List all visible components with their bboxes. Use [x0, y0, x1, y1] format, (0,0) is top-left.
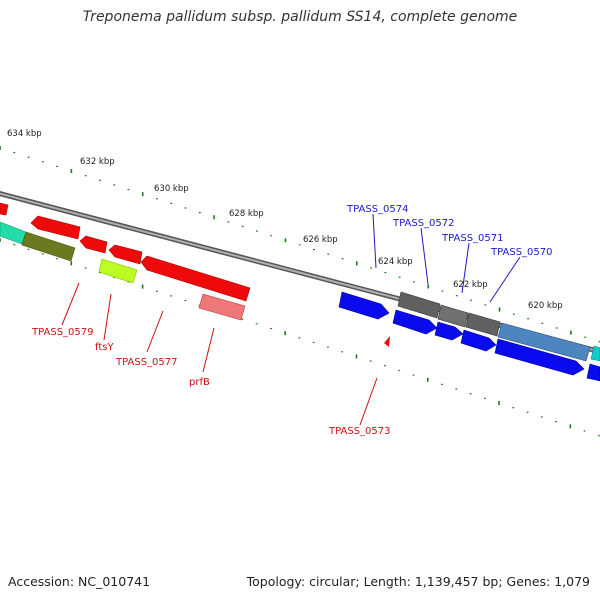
gene-label-tpass-0577: TPASS_0577 — [115, 357, 177, 368]
scale-ticks-outer — [0, 146, 600, 343]
gene-block-olive[interactable] — [21, 231, 76, 262]
gene-arrow-reverse[interactable] — [140, 255, 251, 302]
scale-label-620: 620 kbp — [528, 301, 563, 311]
gene-label-prfb: prfB — [189, 377, 210, 388]
scale-label-626: 626 kbp — [303, 235, 338, 245]
forward-strand-genes — [338, 291, 600, 382]
scale-label-630: 630 kbp — [154, 184, 189, 194]
gene-arrow-reverse[interactable] — [30, 215, 81, 240]
label-leader-lines — [61, 213, 521, 426]
gene-arrow-forward[interactable] — [338, 291, 390, 320]
scale-label-634: 634 kbp — [7, 129, 42, 139]
gene-marker-tpass-0573[interactable] — [384, 336, 390, 347]
gene-label-tpass-0574: TPASS_0574 — [346, 204, 408, 215]
gene-labels: TPASS_0579 ftsY TPASS_0577 prfB TPASS_05… — [31, 204, 552, 437]
gene-block-steelblue[interactable] — [497, 322, 591, 362]
gene-arrow-reverse[interactable] — [108, 244, 143, 265]
gene-block-grey[interactable] — [465, 312, 501, 337]
gene-label-tpass-0573: TPASS_0573 — [328, 426, 390, 437]
scale-ticks-inner — [0, 238, 600, 437]
gene-label-ftsy: ftsY — [95, 342, 114, 353]
scale-label-632: 632 kbp — [80, 157, 115, 167]
gene-label-tpass-0570: TPASS_0570 — [490, 247, 552, 258]
gene-label-tpass-0579: TPASS_0579 — [31, 327, 93, 338]
gene-arrow-forward[interactable] — [494, 338, 585, 376]
gene-block-grey[interactable] — [397, 291, 441, 319]
gene-arrow-forward[interactable] — [460, 329, 497, 352]
genome-title: Treponema pallidum subsp. pallidum SS14,… — [82, 9, 518, 25]
gene-arrow-forward[interactable] — [392, 309, 438, 335]
gene-label-tpass-0571: TPASS_0571 — [441, 233, 503, 244]
scale-label-628: 628 kbp — [229, 209, 264, 219]
accession-text: Accession: NC_010741 — [8, 574, 151, 589]
scale-labels: 634 kbp 632 kbp 630 kbp 628 kbp 626 kbp … — [7, 129, 563, 311]
gene-arrow-reverse[interactable] — [79, 235, 108, 254]
gene-arrow-reverse[interactable] — [0, 202, 9, 216]
scale-label-624: 624 kbp — [378, 257, 413, 267]
reverse-strand-genes — [0, 202, 251, 321]
gene-block-pink[interactable] — [198, 293, 246, 321]
gene-block-cyan[interactable] — [590, 345, 600, 362]
gene-block-grey[interactable] — [437, 304, 469, 328]
gene-block-teal[interactable] — [0, 221, 27, 245]
scale-label-622: 622 kbp — [453, 280, 488, 290]
gene-block-lime[interactable] — [98, 258, 138, 284]
gene-arrow-forward[interactable] — [434, 321, 464, 341]
gene-arrow-forward[interactable] — [586, 363, 600, 382]
gene-label-tpass-0572: TPASS_0572 — [392, 218, 454, 229]
topology-text: Topology: circular; Length: 1,139,457 bp… — [246, 574, 590, 589]
